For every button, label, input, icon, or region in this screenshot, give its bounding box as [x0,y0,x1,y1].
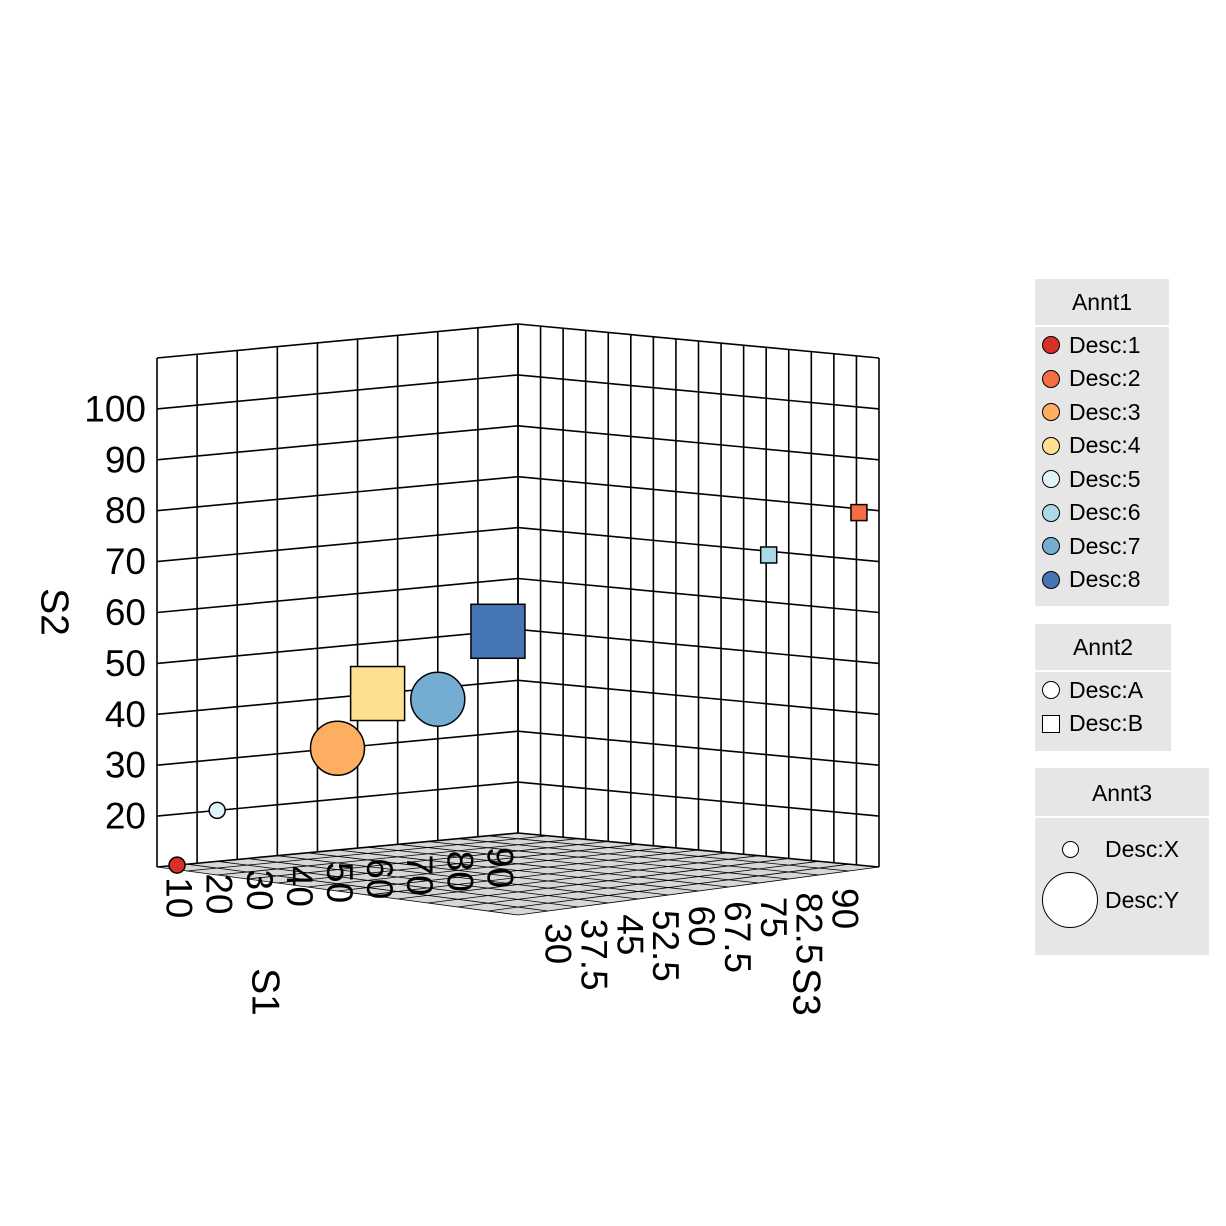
legend-item-label: Desc:3 [1069,398,1141,425]
floor-grid-line [487,863,849,912]
data-point-circle [208,801,226,820]
legend-item-label: Desc:B [1069,710,1144,736]
x-tick-label: 60 [359,858,400,899]
legend-item: Desc:7 [1035,530,1141,562]
legend-shape-circle [1042,681,1060,699]
legend-color-swatch [1042,470,1060,488]
x-tick-label: 50 [319,862,360,903]
z-tick-label: 60 [681,906,722,947]
legend-item: Desc:A [1035,674,1143,706]
legend-item-label: Desc:6 [1069,499,1141,525]
data-point-circle [410,671,466,727]
data-point-circle [168,856,186,874]
data-point-square [349,665,406,722]
legend-item: Desc:6 [1035,497,1141,529]
legend-item-label: Desc:5 [1069,465,1141,492]
z-tick-label: 90 [825,888,866,929]
legend-color-swatch [1042,436,1060,455]
left-wall-grid-line [156,526,519,563]
z-tick-label: 45 [609,914,650,955]
data-point-square [759,546,778,564]
legend-item-label: Desc:Y [1105,886,1180,913]
y-tick-label: 20 [105,796,146,837]
legend-color-swatch [1042,403,1060,421]
legend-item: Desc:8 [1035,564,1141,596]
x-tick-label: 30 [239,870,280,911]
z-tick-label: 75 [753,897,794,938]
legend-item-label: Desc:X [1105,835,1180,862]
data-point-square [850,503,868,522]
legend-annt1-title: Annt1 [1071,289,1133,315]
y-axis-title: S2 [33,588,76,636]
z-tick-label: 30 [538,923,579,964]
y-tick-label: 80 [105,490,146,531]
legend-color-swatch [1042,570,1060,589]
left-wall-grid-line [156,832,519,868]
x-tick-label: 90 [479,847,520,888]
y-tick-label: 70 [105,541,146,582]
x-tick-label: 40 [279,866,320,907]
y-tick-label: 60 [105,592,146,633]
legend-annt3-title: Annt3 [1091,780,1153,806]
legend-shape-square [1042,714,1060,733]
legend-item-label: Desc:8 [1069,566,1141,592]
x-tick-label: 70 [399,854,440,895]
left-wall-grid-line [156,323,519,359]
legend-color-swatch [1042,537,1060,555]
legend-item-label: Desc:7 [1069,532,1141,559]
x-axis-title: S1 [244,968,287,1016]
legend-color-swatch [1042,336,1060,354]
x-tick-label: 80 [439,851,480,892]
legend-item: Desc:5 [1035,463,1141,495]
legend-annt1: Annt1 Desc:1 Desc:2 Desc:3 Desc:4 Desc:5 Desc… [1035,279,1169,606]
legend-item: Desc:Y [1035,872,1179,928]
grid-walls [156,323,880,868]
y-tick-label: 30 [105,745,146,786]
legend-item: Desc:3 [1035,396,1141,428]
legend-item-label: Desc:4 [1069,432,1141,458]
data-point-square [470,603,526,660]
left-wall-grid-line [156,577,519,614]
legend-size-small [1062,840,1079,858]
legend-annt2-title: Annt2 [1072,634,1134,660]
legend-color-swatch [1042,369,1060,388]
legend-color-swatch [1042,503,1060,522]
legend-annt2: Annt2 Desc:A Desc:B [1035,624,1171,751]
floor-grid-line [487,835,849,872]
legend-annt3: Annt3 Desc:X Desc:Y [1035,768,1209,955]
x-tick-label: 10 [159,877,200,918]
floor-grid-line [457,838,819,876]
legend-size-large [1042,872,1098,928]
legend-item: Desc:X [1035,833,1179,865]
y-tick-label: 90 [105,439,146,480]
legend-annt2-divider [1035,670,1171,672]
left-wall-grid-line [156,374,519,410]
x-tick-label: 20 [199,873,240,914]
data-point-circle [309,720,366,776]
y-tick-label: 100 [84,388,146,429]
legend-item-label: Desc:A [1069,676,1144,703]
z-tick-label: 82.5 [789,892,830,964]
data-points [168,503,868,874]
legend-item: Desc:2 [1035,363,1141,395]
y-tick-label: 40 [105,694,146,735]
legend-item: Desc:4 [1035,430,1141,462]
left-wall-grid-line [156,425,519,461]
legend-item-label: Desc:2 [1069,365,1141,391]
left-wall-grid-line [156,475,519,512]
legend-item: Desc:B [1035,708,1143,740]
floor-plane [156,832,880,916]
z-tick-label: 37.5 [573,919,614,991]
legend-item-label: Desc:1 [1069,331,1141,358]
y-tick-label: 50 [105,643,146,684]
z-tick-label: 67.5 [717,901,758,973]
legend-item: Desc:1 [1035,329,1141,361]
z-tick-label: 52.5 [645,910,686,982]
legend-annt3-divider [1035,816,1209,818]
legend-annt1-divider [1035,325,1169,327]
z-axis-title: S3 [785,968,828,1016]
left-wall-grid-line [156,628,519,665]
